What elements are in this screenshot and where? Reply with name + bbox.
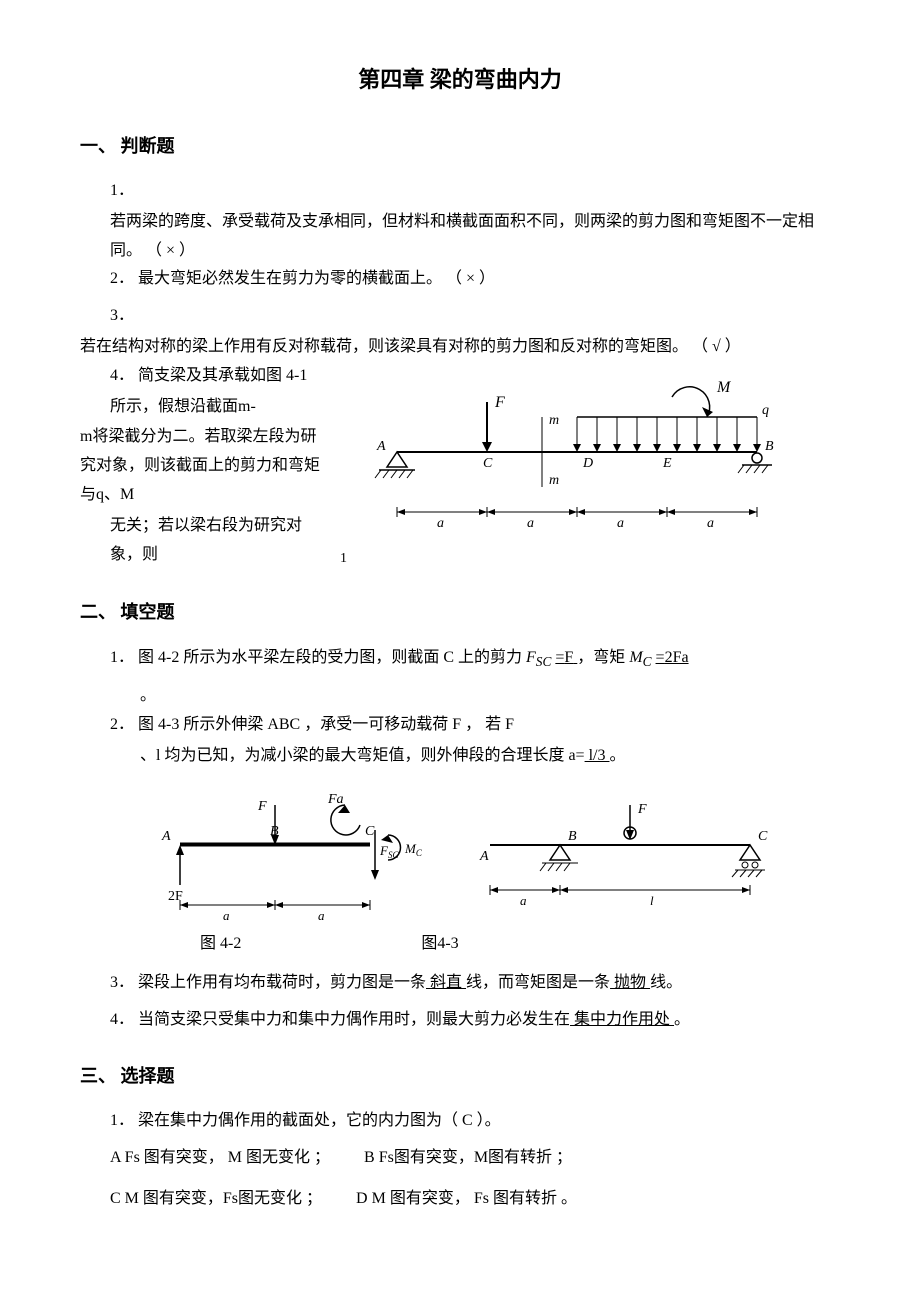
svg-text:m: m	[549, 473, 559, 488]
s2-q2-l2: 、l 均为已知，为减小梁的最大弯矩值，则外伸段的合理长度 a= l/3 。	[140, 742, 840, 771]
q4-p4: 无关；若以梁右段为研究对象，则	[110, 512, 320, 570]
section3-header: 三、 选择题	[80, 1060, 840, 1092]
svg-text:F: F	[637, 802, 647, 817]
q3-num: 3．	[110, 302, 840, 331]
q1-text: 若两梁的跨度、承受载荷及支承相同，但材料和横截面面积不同，则两梁的剪力图和弯矩图…	[110, 208, 840, 266]
section2-header: 二、 填空题	[80, 596, 840, 628]
diagram-4-1: F m m M q A B C D E	[367, 362, 840, 542]
svg-text:E: E	[662, 456, 672, 471]
s3-opts-1: A Fs 图有突变， M 图无变化 ； B Fs图有突变，M图有转折 ；	[110, 1144, 840, 1173]
diagram-4-2: 2F A F B Fa C FSC MC	[150, 785, 430, 925]
svg-text:a: a	[617, 516, 624, 531]
svg-text:q: q	[762, 403, 769, 418]
svg-text:a: a	[318, 908, 325, 923]
svg-text:A: A	[376, 439, 386, 454]
s2-q1-end: 。	[140, 682, 840, 711]
q4-p2: 所示，假想沿截面m-	[110, 393, 320, 422]
svg-text:MC: MC	[404, 841, 423, 858]
svg-text:a: a	[527, 516, 534, 531]
svg-text:a: a	[707, 516, 714, 531]
section1-header: 一、 判断题	[80, 130, 840, 162]
s2-q4: 4． 当简支梁只受集中力和集中力偶作用时，则最大剪力必发生在 集中力作用处 。	[110, 1006, 840, 1035]
diagram-4-3: F A B C a	[470, 785, 770, 925]
svg-text:a: a	[223, 908, 230, 923]
svg-text:A: A	[161, 829, 171, 844]
q2-text: 2． 最大弯矩必然发生在剪力为零的横截面上。 （ × ）	[110, 265, 840, 294]
svg-text:l: l	[650, 893, 654, 908]
q4-p1: 4． 简支梁及其承载如图 4-1	[110, 362, 320, 391]
svg-text:Fa: Fa	[327, 792, 344, 807]
q1-num: 1．	[110, 177, 840, 206]
s2-q2-l1: 2． 图 4-3 所示外伸梁 ABC ，承受一可移动载荷 F ， 若 F	[110, 711, 840, 740]
fig-label-42: 图 4-2	[200, 930, 241, 959]
svg-text:m: m	[549, 413, 559, 428]
svg-text:D: D	[582, 456, 593, 471]
svg-text:C: C	[483, 456, 493, 471]
q4-p3: m将梁截分为二。若取梁左段为研究对象，则该截面上的剪力和弯矩与q、M	[80, 423, 320, 509]
svg-text:2F: 2F	[168, 889, 183, 904]
s3-q1: 1． 梁在集中力偶作用的截面处，它的内力图为（ C ）。	[110, 1107, 840, 1136]
s2-q1: 1． 图 4-2 所示为水平梁左段的受力图，则截面 C 上的剪力 FSC =F …	[110, 644, 840, 674]
svg-text:A: A	[479, 849, 489, 864]
q4-side-num: 1	[340, 546, 347, 571]
svg-text:C: C	[758, 829, 768, 844]
svg-text:F: F	[257, 799, 267, 814]
svg-text:B: B	[568, 829, 577, 844]
svg-text:F: F	[494, 394, 505, 411]
svg-text:a: a	[520, 893, 527, 908]
svg-text:B: B	[270, 824, 279, 839]
svg-text:a: a	[437, 516, 444, 531]
q3-text: 若在结构对称的梁上作用有反对称载荷，则该梁具有对称的剪力图和反对称的弯矩图。 （…	[80, 333, 840, 362]
s2-q3: 3． 梁段上作用有均布载荷时，剪力图是一条 斜直 线，而弯矩图是一条 抛物 线。	[110, 969, 840, 998]
fig-label-43: 图4-3	[421, 930, 458, 959]
svg-text:B: B	[765, 439, 774, 454]
chapter-title: 第四章 梁的弯曲内力	[80, 60, 840, 100]
svg-text:C: C	[365, 824, 375, 839]
s3-opts-2: C M 图有突变，Fs图无变化 ； D M 图有突变， Fs 图有转折 。	[110, 1185, 840, 1214]
svg-text:M: M	[716, 379, 732, 396]
